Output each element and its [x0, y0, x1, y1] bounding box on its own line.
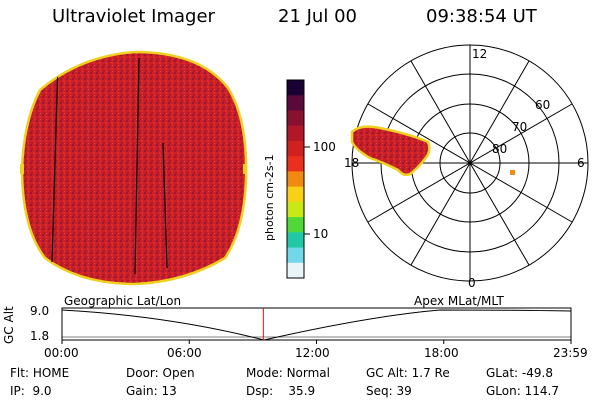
observation-time: 09:38:54 UT: [426, 6, 537, 27]
timeline-plot: [61, 307, 572, 344]
timeline-left-caption: Geographic Lat/Lon: [64, 294, 182, 308]
colorbar-tick-10: 10: [313, 227, 329, 241]
status-glat: GLat: -49.8: [486, 366, 553, 380]
colorbar-swatch: [287, 80, 304, 96]
colorbar-swatch: [287, 232, 304, 249]
status-dsp: Dsp: 35.9: [246, 384, 316, 398]
timeline-xtick-0600: 06:00: [167, 346, 202, 360]
mlt-label-12: 12: [472, 47, 488, 61]
colorbar-swatch: [287, 262, 304, 279]
lat-label-60: 60: [535, 98, 551, 112]
aurora-oval: [350, 125, 515, 177]
colorbar-swatch: [287, 140, 304, 157]
timeline-ylabel: GC Alt: [2, 306, 16, 344]
colorbar-swatch: [287, 201, 304, 218]
lat-label-80: 80: [492, 142, 508, 156]
colorbar-swatch: [287, 247, 304, 264]
status-flt: Flt: HOME: [10, 366, 70, 380]
observation-date: 21 Jul 00: [278, 6, 357, 27]
colorbar-swatch: [287, 186, 304, 203]
mlt-label-0: 0: [468, 276, 476, 290]
status-mode: Mode: Normal: [246, 366, 330, 380]
timeline-xtick-2359: 23:59: [553, 346, 588, 360]
instrument-title: Ultraviolet Imager: [52, 6, 215, 27]
earth-image: [20, 50, 248, 286]
status-seq: Seq: 39: [366, 384, 412, 398]
timeline-right-caption: Apex MLat/MLT: [414, 294, 504, 308]
status-ip: IP: 9.0: [10, 384, 52, 398]
colorbar-tick-100: 100: [313, 140, 336, 154]
colorbar-swatch: [287, 110, 304, 127]
colorbar-swatch: [287, 171, 304, 188]
timeline-ytick-top: 9.0: [30, 304, 50, 318]
status-gain: Gain: 13: [126, 384, 177, 398]
colorbar-swatch: [287, 156, 304, 172]
lat-label-70: 70: [512, 120, 528, 134]
timeline-xtick-0000: 00:00: [44, 346, 79, 360]
colorbar: [286, 79, 310, 279]
status-glon: GLon: 114.7: [486, 384, 559, 398]
mlt-label-6: 6: [577, 156, 585, 170]
colorbar-unit-label: photon cm-2s-1: [263, 154, 276, 241]
timeline-xtick-1200: 12:00: [295, 346, 330, 360]
timeline-ytick-bottom: 1.8: [30, 329, 50, 343]
timeline-xtick-1800: 18:00: [424, 346, 459, 360]
mlt-label-18: 18: [344, 156, 360, 170]
colorbar-swatch: [287, 125, 304, 142]
colorbar-swatch: [287, 217, 304, 233]
status-gc-alt: GC Alt: 1.7 Re: [366, 366, 450, 380]
status-door: Door: Open: [126, 366, 195, 380]
colorbar-swatch: [287, 95, 304, 111]
